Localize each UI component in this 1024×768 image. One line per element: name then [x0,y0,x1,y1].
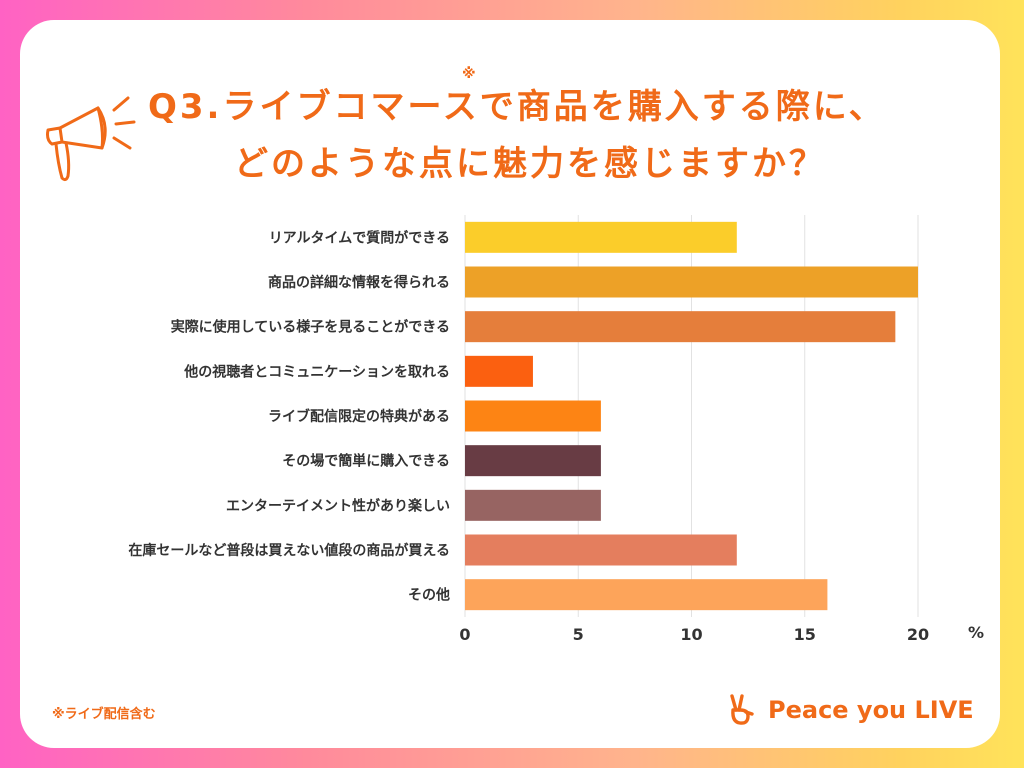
megaphone-icon [46,96,136,182]
category-label: 在庫セールなど普段は買えない値段の商品が買える [128,542,450,559]
category-label: 商品の詳細な情報を得られる [268,274,450,291]
bar [465,579,828,611]
peace-hand-icon [730,694,754,725]
x-tick-label: 5 [573,625,584,644]
page-title-line-1: Q3.ライブコマースで商品を購入する際に、 [148,87,886,127]
category-label: 他の視聴者とコミュニケーションを取れる [183,363,450,380]
bar [465,400,601,432]
brand-logo: Peace you LIVE [726,692,974,728]
bar [465,534,737,566]
category-label: その場で簡単に購入できる [282,453,450,470]
bar [465,266,918,298]
x-tick-label: 10 [680,625,702,644]
x-tick-label: 0 [459,625,470,644]
x-tick-label: 20 [907,625,929,644]
content-card: ※ Q3.ライブコマースで商品を購入する際に、 どのような点に魅力を感じますか？… [20,20,1000,748]
brand-name: Peace you LIVE [768,696,974,724]
category-label: ライブ配信限定の特典がある [268,408,450,425]
category-label: 実際に使用している様子を見ることができる [171,319,450,336]
bar [465,445,601,477]
x-axis-unit: % [968,623,984,642]
bar [465,355,533,387]
category-label: その他 [408,587,450,604]
category-label: リアルタイムで質問ができる [269,229,450,246]
footnote: ※ライブ配信含む [52,707,156,722]
x-tick-label: 15 [794,625,816,644]
title-note-mark: ※ [462,66,476,82]
bar [465,311,896,343]
bar [465,221,737,253]
page-title-line-2: どのような点に魅力を感じますか？ [234,144,826,184]
bar [465,489,601,521]
category-label: エンターテイメント性があり楽しい [226,497,450,514]
